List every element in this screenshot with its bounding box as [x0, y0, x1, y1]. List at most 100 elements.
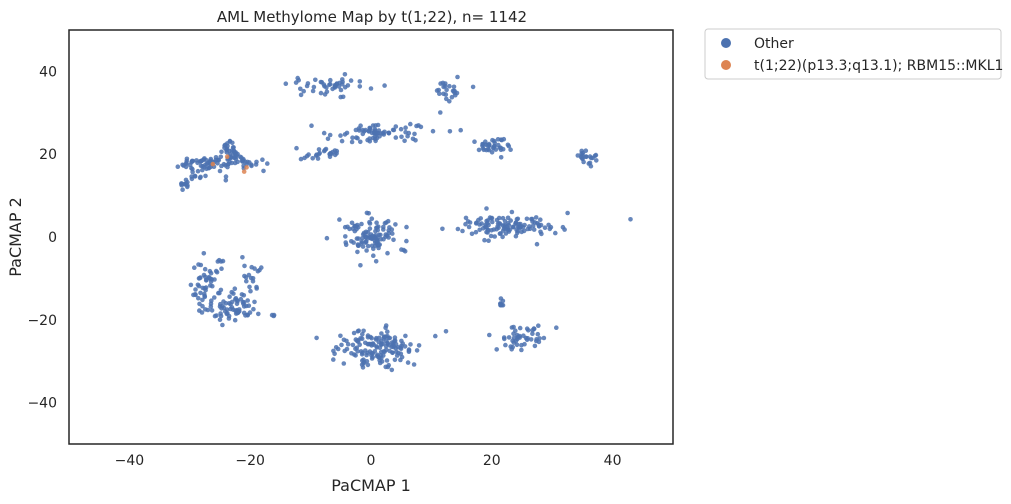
scatter-point-other: [538, 222, 544, 228]
scatter-point-other: [261, 168, 266, 174]
scatter-point-other: [535, 331, 541, 337]
scatter-point-other: [514, 227, 519, 233]
x-tick-label: 20: [483, 453, 501, 469]
scatter-point-other: [393, 124, 399, 129]
scatter-point-other: [399, 338, 404, 344]
scatter-point-other: [235, 310, 241, 316]
scatter-point-other: [227, 138, 233, 144]
scatter-point-other: [473, 221, 479, 226]
scatter-point-other: [528, 337, 534, 342]
scatter-point-other: [385, 218, 391, 224]
scatter-point-other: [254, 284, 259, 290]
scatter-point-other: [393, 135, 399, 140]
scatter-point-other: [477, 227, 483, 233]
scatter-point-other: [387, 335, 393, 341]
scatter-point-other: [331, 348, 336, 354]
scatter-point-other: [200, 297, 205, 303]
scatter-point-other: [338, 87, 344, 93]
scatter-point-other: [180, 187, 185, 192]
scatter-point-other: [377, 357, 382, 363]
scatter-point-other: [362, 129, 367, 134]
scatter-point-other: [443, 92, 449, 97]
scatter-point-other: [379, 341, 384, 347]
scatter-point-other: [201, 157, 207, 162]
scatter-point-other: [483, 139, 488, 144]
scatter-point-other: [252, 299, 257, 305]
scatter-point-other: [190, 166, 195, 172]
scatter-point-other: [484, 206, 489, 211]
scatter-point-other: [404, 224, 409, 230]
scatter-point-other: [437, 91, 442, 96]
scatter-point-other: [506, 335, 512, 340]
scatter-point-other: [628, 217, 633, 222]
scatter-point-other: [438, 110, 443, 115]
scatter-point-other: [232, 286, 238, 292]
scatter-point-other: [191, 292, 196, 298]
scatter-point-other: [369, 335, 375, 341]
x-tick-label: −20: [235, 453, 265, 469]
scatter-point-other: [390, 231, 395, 236]
scatter-point-other: [463, 215, 469, 221]
scatter-point-other: [237, 307, 242, 312]
scatter-point-other: [195, 160, 200, 166]
scatter-point-other: [341, 337, 347, 343]
scatter-point-other: [349, 351, 354, 356]
scatter-point-other: [490, 219, 495, 225]
scatter-point-other: [260, 157, 265, 162]
scatter-point-other: [249, 163, 254, 169]
scatter-point-other: [366, 128, 372, 134]
scatter-point-other: [243, 313, 248, 318]
scatter-point-other: [293, 80, 299, 85]
scatter-point-other: [350, 342, 356, 348]
scatter-point-other: [440, 226, 445, 232]
scatter-point-other: [534, 241, 540, 247]
scatter-point-other: [348, 78, 354, 83]
scatter-point-other: [592, 153, 598, 159]
scatter-point-other: [473, 229, 479, 235]
scatter-point-other: [443, 329, 449, 334]
scatter-point-other: [217, 168, 223, 174]
scatter-point-other: [383, 325, 388, 331]
y-tick-label: 0: [48, 230, 57, 246]
scatter-point-other: [183, 164, 189, 170]
scatter-point-other: [514, 342, 520, 348]
y-tick-label: 20: [39, 147, 57, 163]
scatter-point-other: [233, 297, 238, 302]
scatter-point-other: [309, 123, 314, 128]
scatter-point-other: [494, 347, 500, 352]
scatter-point-other: [554, 325, 559, 331]
scatter-point-other: [209, 277, 214, 282]
scatter-point-other: [406, 130, 412, 136]
scatter-point-other: [403, 125, 408, 130]
scatter-point-other: [402, 138, 407, 144]
scatter-point-other: [318, 79, 324, 85]
scatter-point-other: [467, 220, 473, 225]
scatter-point-other: [382, 83, 387, 88]
scatter-point-other: [520, 225, 526, 230]
scatter-point-other: [359, 239, 365, 244]
scatter-point-other: [385, 329, 390, 335]
scatter-point-other: [374, 220, 379, 225]
scatter-point-other: [241, 304, 247, 309]
scatter-points-layer: [175, 72, 633, 373]
scatter-point-other: [399, 247, 404, 252]
scatter-point-other: [244, 278, 249, 284]
scatter-point-other: [367, 136, 372, 141]
scatter-point-other: [491, 145, 496, 151]
scatter-point-other: [212, 295, 217, 300]
scatter-point-other: [433, 333, 438, 339]
scatter-point-other: [301, 88, 307, 94]
scatter-point-other: [404, 238, 409, 244]
scatter-point-other: [408, 121, 413, 127]
scatter-point-other: [482, 237, 487, 243]
scatter-point-other: [359, 221, 364, 227]
scatter-point-other: [242, 263, 247, 269]
scatter-point-other: [430, 128, 436, 134]
scatter-point-other: [472, 139, 477, 144]
scatter-point-other: [515, 216, 521, 222]
scatter-point-other: [387, 225, 392, 230]
x-tick-labels: −40 −20 0 20 40: [115, 453, 622, 469]
scatter-point-other: [219, 306, 224, 311]
scatter-point-other: [390, 350, 395, 356]
